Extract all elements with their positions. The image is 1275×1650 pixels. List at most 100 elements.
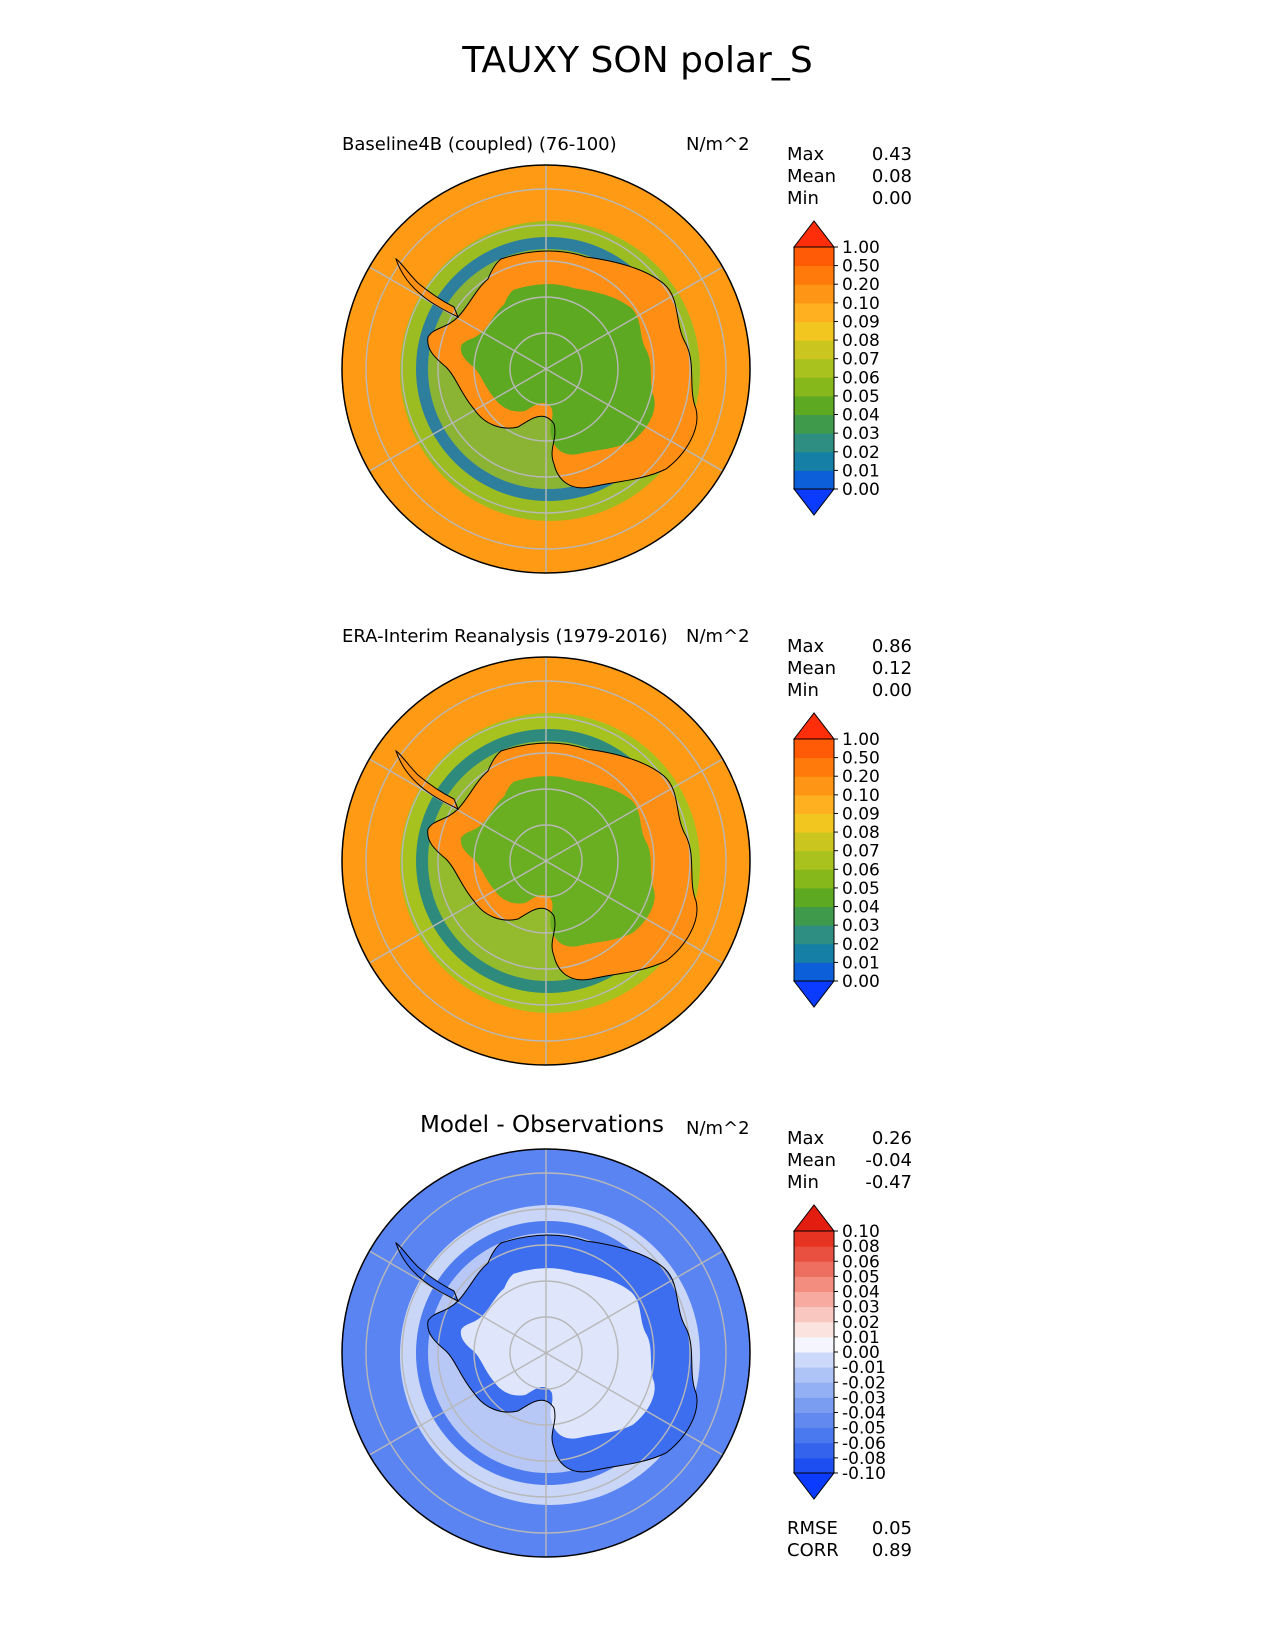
colorbar-segment <box>794 925 834 945</box>
colorbar-tick-label: -0.04 <box>842 1404 886 1424</box>
colorbar-tick-label: -0.05 <box>842 1419 886 1439</box>
coastline <box>395 250 698 489</box>
panel2-title: ERA-Interim Reanalysis (1979-2016) <box>342 626 668 647</box>
colorbar-segment <box>794 1276 834 1292</box>
colorbar-segment <box>794 813 834 833</box>
colorbar-tick-label: 0.00 <box>842 1343 880 1363</box>
meridian-line <box>545 368 724 472</box>
meridian-line <box>545 1352 724 1456</box>
map-frame <box>341 164 751 574</box>
colorbar-extend-min <box>792 980 836 1008</box>
colorbar-segment <box>794 321 834 341</box>
colorbar-tick-label: 0.08 <box>842 823 880 843</box>
antarctica-coastline <box>427 1234 698 1473</box>
panel2-mean-label: Mean <box>787 658 837 679</box>
meridian-line <box>545 266 724 370</box>
antarctica-coastline <box>427 742 698 981</box>
panel2-max-value: 0.86 <box>871 636 912 657</box>
panel3-corr-value: 0.89 <box>871 1540 912 1561</box>
colorbar-segment <box>794 943 834 963</box>
colorbar-extend-min <box>792 1472 836 1500</box>
panel3-title: Model - Observations <box>420 1112 665 1138</box>
colorbar-segment <box>794 340 834 360</box>
peninsula-field <box>396 751 458 809</box>
map-frame <box>341 656 751 1066</box>
colorbar-tick-label: 0.01 <box>842 953 880 973</box>
colorbar-tick-label: -0.10 <box>842 1464 886 1484</box>
panel1-mean-label: Mean <box>787 166 837 187</box>
colorbar-segment <box>794 757 834 777</box>
colorbar-tick-label: 1.00 <box>842 730 880 750</box>
panel3-rmse-value: 0.05 <box>871 1518 912 1539</box>
coastline <box>395 742 698 981</box>
colorbar-segment <box>794 433 834 453</box>
colorbar-segment <box>794 1306 834 1323</box>
colorbar-tick-label: 0.02 <box>842 443 880 463</box>
panel1-min-label: Min <box>787 188 819 209</box>
colorbar-segment <box>794 1427 834 1444</box>
colorbar-tick-label: -0.06 <box>842 1434 886 1454</box>
panel2-units: N/m^2 <box>686 626 750 647</box>
colorbar-tick-label: 0.10 <box>842 786 880 806</box>
colorbar-segment <box>794 395 834 416</box>
peninsula-coastline <box>395 750 459 811</box>
panel2-min-label: Min <box>787 680 819 701</box>
colorbar-tick-label: 0.06 <box>842 368 880 388</box>
colorbar-outline <box>793 738 835 982</box>
panel1-max-label: Max <box>787 144 825 165</box>
panel1-max-value: 0.43 <box>871 144 912 165</box>
colorbar-segment <box>794 887 834 908</box>
colorbar-tick-label: 0.09 <box>842 804 880 824</box>
colorbar-tick-label: 0.07 <box>842 842 880 862</box>
colorbar-tick-label: 0.00 <box>842 480 880 500</box>
panel2-polar-map <box>341 656 751 1066</box>
colorbar-tick-label: 0.03 <box>842 1298 880 1318</box>
colorbar-segment <box>794 1246 834 1262</box>
colorbar-tick-label: 0.01 <box>842 461 880 481</box>
colorbar-segment <box>794 1412 834 1429</box>
colorbar-tick-label: 0.50 <box>842 749 880 769</box>
peninsula-coastline <box>395 1242 459 1303</box>
meridian-line <box>545 1250 724 1354</box>
panel3-max-value: 0.26 <box>871 1128 912 1149</box>
panel1-polar-map <box>341 164 751 574</box>
colorbar-segment <box>794 284 834 304</box>
colorbar-segment <box>794 265 834 285</box>
panel1-mean-value: 0.08 <box>871 166 912 187</box>
colorbar-tick-label: 0.50 <box>842 257 880 277</box>
colorbar-tick-label: 0.08 <box>842 331 880 351</box>
colorbar-tick-label: -0.08 <box>842 1449 886 1469</box>
colorbar-extend-max <box>792 220 836 248</box>
coastline <box>395 1234 698 1473</box>
panel1-min-value: 0.00 <box>871 188 912 209</box>
interior-field <box>460 1268 655 1439</box>
colorbar-tick-label: 1.00 <box>842 238 880 258</box>
colorbar-segment <box>794 1382 834 1398</box>
colorbar-segment <box>794 1231 834 1247</box>
colorbar-segment <box>794 1367 834 1383</box>
colorbar-segment <box>794 794 834 814</box>
panel3-colorbar: -0.10-0.08-0.06-0.05-0.04-0.03-0.02-0.01… <box>792 1204 886 1500</box>
panel3-rmse-label: RMSE <box>787 1518 838 1539</box>
peninsula-field <box>396 1243 458 1301</box>
panel1-colorbar: 0.000.010.020.030.040.050.060.070.080.09… <box>792 220 880 516</box>
colorbar-extend-min <box>792 488 836 516</box>
colorbar-segment <box>794 451 834 471</box>
colorbar-tick-label: 0.04 <box>842 1283 880 1303</box>
colorbar-tick-label: 0.10 <box>842 294 880 314</box>
map-frame <box>341 1148 751 1558</box>
colorbar-tick-label: 0.20 <box>842 767 880 787</box>
interior-field <box>460 776 655 947</box>
continent-field <box>396 251 697 488</box>
colorbar-tick-label: 0.20 <box>842 275 880 295</box>
colorbar-tick-label: 0.06 <box>842 1252 880 1272</box>
figure-title: TAUXY SON polar_S <box>462 40 813 81</box>
field-layer <box>342 1149 750 1557</box>
colorbar-tick-label: 0.00 <box>842 972 880 992</box>
colorbar-tick-label: 0.02 <box>842 1313 880 1333</box>
colorbar-segment <box>794 1321 834 1338</box>
peninsula-coastline <box>395 258 459 319</box>
colorbar-tick-label: 0.09 <box>842 312 880 332</box>
field-layer <box>342 657 750 1065</box>
meridian-line <box>368 1352 547 1456</box>
